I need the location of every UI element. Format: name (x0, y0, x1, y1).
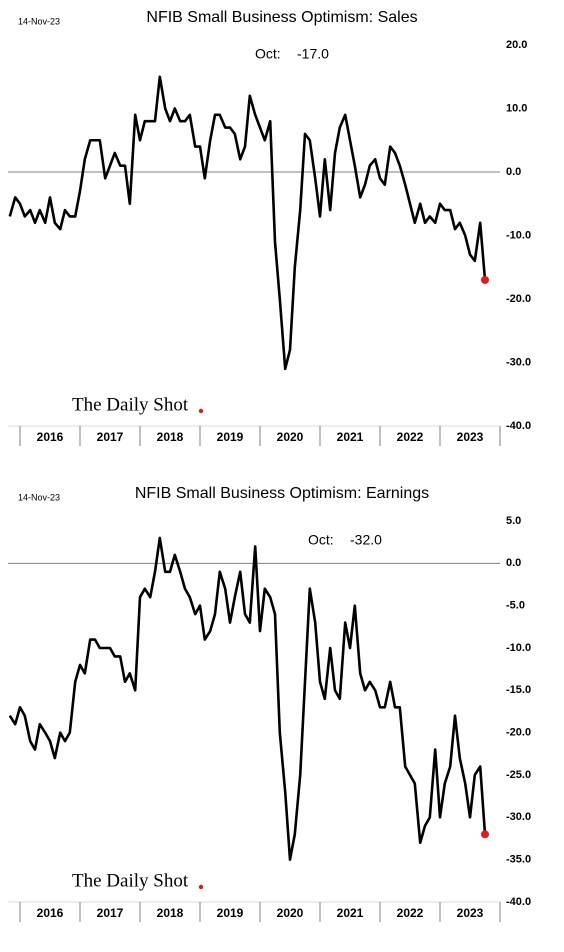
x-tick-label: 2019 (217, 906, 244, 920)
y-tick-label: 0.0 (506, 166, 521, 178)
annotation-label: Oct: (255, 46, 281, 62)
x-tick-label: 2023 (457, 430, 484, 444)
y-tick-label: 20.0 (506, 39, 527, 51)
x-tick-label: 2018 (157, 906, 184, 920)
last-point (481, 275, 489, 284)
annotation-value: -32.0 (350, 532, 382, 548)
x-tick-label: 2022 (397, 430, 424, 444)
x-tick-label: 2020 (277, 906, 304, 920)
y-tick-label: 10.0 (506, 102, 527, 114)
y-tick-label: -10.0 (506, 642, 531, 654)
watermark-dot (198, 408, 204, 414)
annotation-value: -17.0 (297, 46, 329, 62)
last-point (481, 830, 489, 839)
y-tick-label: -25.0 (506, 769, 531, 781)
date: 14-Nov-23 (18, 492, 60, 502)
watermark: The Daily Shot (72, 394, 189, 415)
x-tick-label: 2019 (217, 430, 244, 444)
watermark: The Daily Shot (72, 870, 189, 891)
annotation-label: Oct: (308, 532, 334, 548)
y-tick-label: -5.0 (506, 600, 525, 612)
x-tick-label: 2017 (97, 906, 124, 920)
x-tick-label: 2016 (37, 906, 64, 920)
y-tick-label: -40.0 (506, 896, 531, 908)
watermark-dot (198, 884, 204, 890)
y-tick-label: 5.0 (506, 515, 521, 527)
y-tick-label: -35.0 (506, 854, 531, 866)
y-tick-label: -30.0 (506, 356, 531, 368)
x-tick-label: 2017 (97, 430, 124, 444)
x-tick-label: 2021 (337, 906, 364, 920)
chart: NFIB Small Business Optimism: Sales 14-No… (8, 9, 531, 446)
y-tick-label: -20.0 (506, 293, 531, 305)
chart-title: NFIB Small Business Optimism: Earnings (135, 485, 429, 502)
y-tick-label: -15.0 (506, 684, 531, 696)
x-tick-label: 2022 (397, 906, 424, 920)
y-tick-label: -10.0 (506, 229, 531, 241)
date: 14-Nov-23 (18, 16, 60, 26)
y-tick-label: -40.0 (506, 420, 531, 432)
chart: NFIB Small Business Optimism: Earnings 14… (8, 485, 531, 922)
x-tick-label: 2020 (277, 430, 304, 444)
y-tick-label: -20.0 (506, 727, 531, 739)
x-tick-label: 2023 (457, 906, 484, 920)
chart-title: NFIB Small Business Optimism: Sales (146, 9, 417, 26)
y-tick-label: -30.0 (506, 811, 531, 823)
line (8, 75, 487, 371)
line (8, 536, 487, 861)
x-tick-label: 2021 (337, 430, 364, 444)
x-tick-label: 2018 (157, 430, 184, 444)
x-tick-label: 2016 (37, 430, 64, 444)
y-tick-label: 0.0 (506, 557, 521, 569)
